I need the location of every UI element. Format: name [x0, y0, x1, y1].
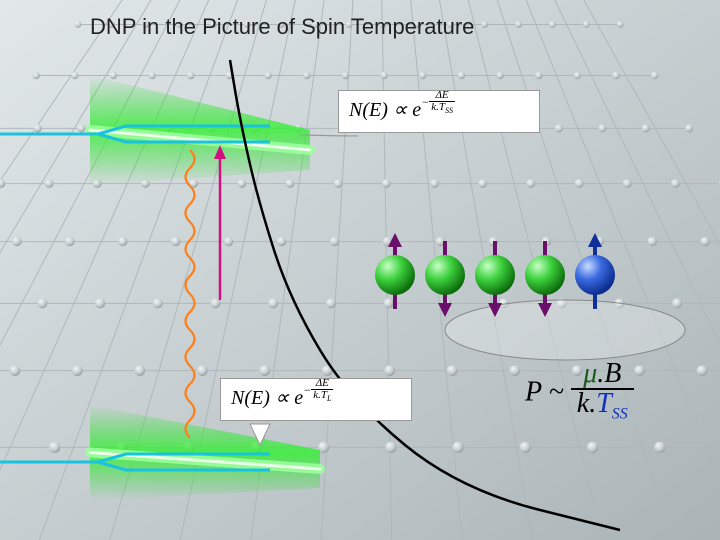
polarization-formula: P ~ μ.B k.TSS [525, 360, 634, 429]
pformula-dotB: .B [597, 358, 621, 389]
formula-lower-callout: N(E) ∝ e − ΔE k.TL [220, 378, 412, 421]
diagram-overlay [0, 0, 720, 540]
formula-upper-NE: N(E) [349, 99, 388, 121]
formula-upper-den: k.TSS [429, 102, 455, 116]
slide-title: DNP in the Picture of Spin Temperature [90, 14, 474, 40]
pformula-T: T [596, 388, 612, 419]
formula-lower-den: k.TL [311, 390, 333, 404]
pformula-Tsub: SS [612, 406, 628, 423]
formula-lower-neg: − [303, 383, 311, 397]
formula-lower-prop: ∝ [275, 387, 289, 409]
formula-lower-e: e [294, 387, 303, 409]
pformula-P: P [525, 377, 542, 408]
formula-upper-neg: − [421, 95, 429, 109]
formula-upper-e: e [412, 99, 421, 121]
formula-upper-callout: N(E) ∝ e − ΔE k.TSS [338, 90, 540, 133]
formula-upper-prop: ∝ [393, 99, 407, 121]
formula-lower-NE: N(E) [231, 387, 270, 409]
pformula-tilde: ~ [549, 377, 564, 408]
diagram-stage: DNP in the Picture of Spin Temperature N… [0, 0, 720, 540]
pformula-mu: μ [583, 358, 597, 389]
pformula-kdot: k. [577, 388, 596, 419]
